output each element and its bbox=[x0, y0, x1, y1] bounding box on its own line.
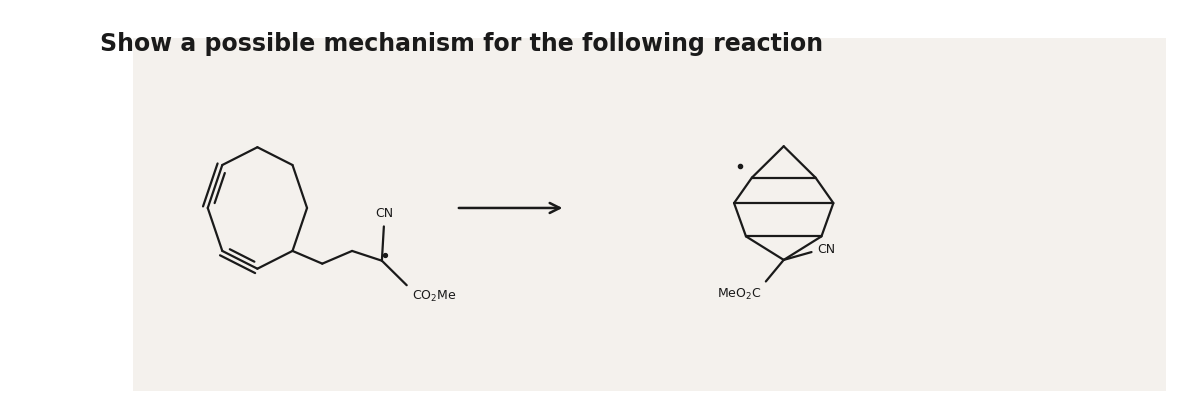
Text: Show a possible mechanism for the following reaction: Show a possible mechanism for the follow… bbox=[100, 33, 823, 57]
Text: CN: CN bbox=[374, 206, 392, 220]
Text: MeO$_2$C: MeO$_2$C bbox=[718, 287, 762, 302]
Text: CN: CN bbox=[817, 242, 835, 256]
Bar bbox=[133, 38, 1166, 391]
Text: CO$_2$Me: CO$_2$Me bbox=[412, 289, 456, 304]
